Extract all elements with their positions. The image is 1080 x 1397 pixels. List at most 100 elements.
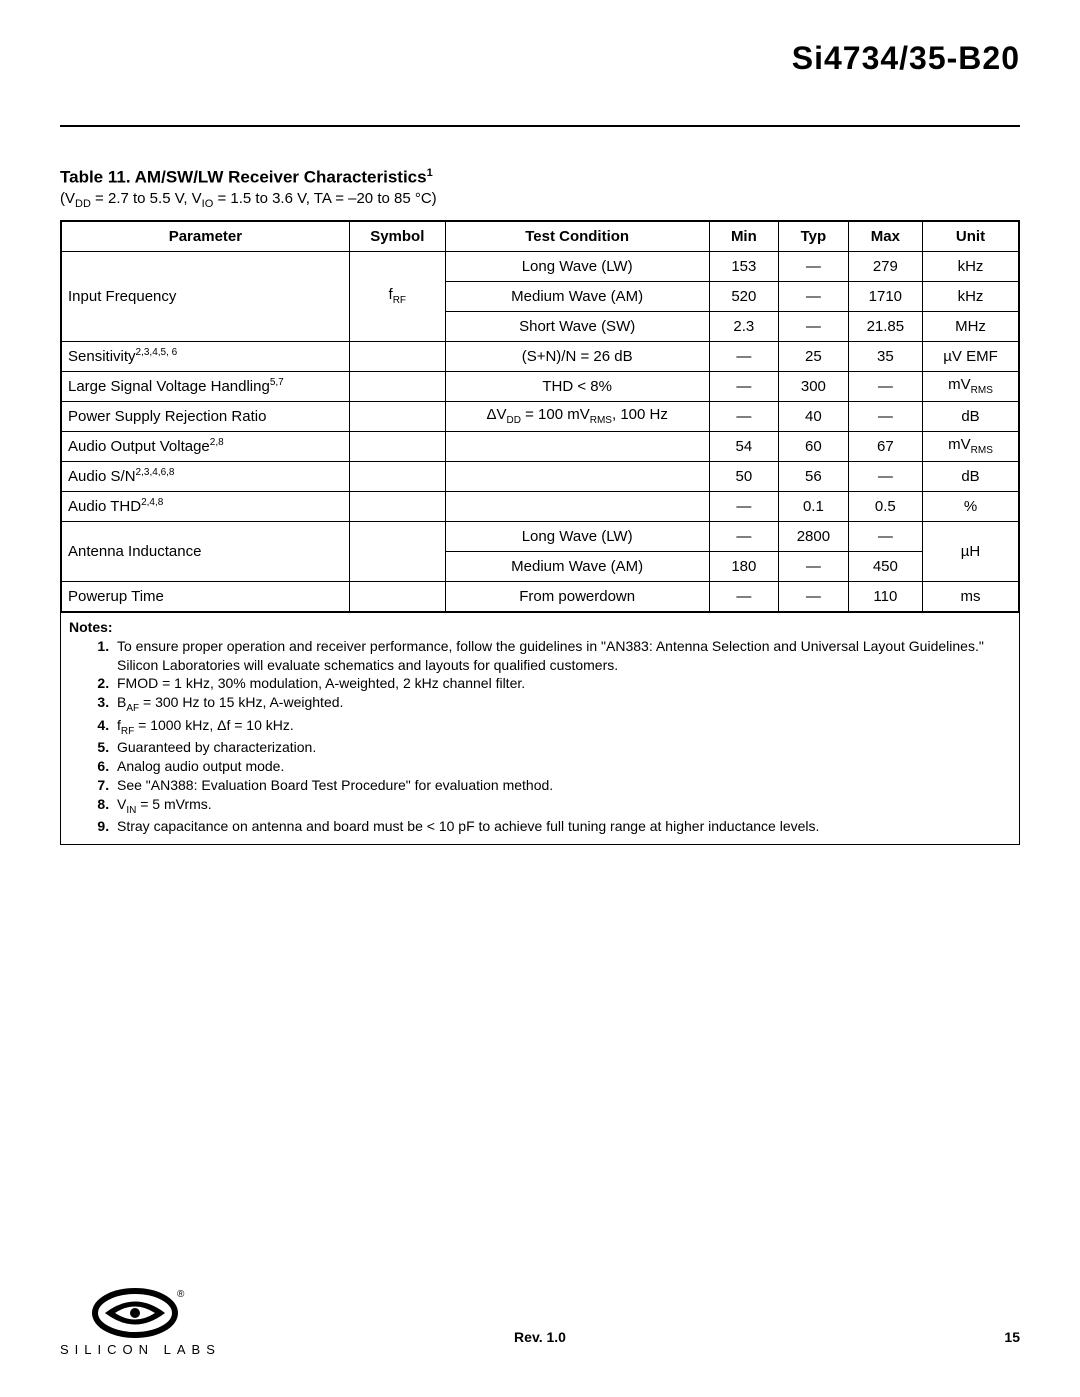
note-item: Stray capacitance on antenna and board m… [113,817,1011,836]
col-unit: Unit [923,221,1019,251]
cell-max: 67 [848,431,922,461]
cell-test-condition: Long Wave (LW) [445,521,709,551]
cell-symbol [349,431,445,461]
cell-symbol [349,341,445,371]
cell-unit: MHz [923,311,1019,341]
table-row: Antenna InductanceLong Wave (LW)—2800—µH [62,521,1019,551]
cell-typ: — [779,251,849,281]
svg-text:®: ® [177,1289,185,1300]
notes-list: To ensure proper operation and receiver … [69,637,1011,836]
cell-min: — [709,521,779,551]
table-row: Audio Output Voltage2,8 546067mVRMS [62,431,1019,461]
cell-symbol: fRF [349,251,445,341]
col-typ: Typ [779,221,849,251]
cell-typ: 56 [779,461,849,491]
cell-min: — [709,581,779,611]
cell-max: 0.5 [848,491,922,521]
cell-parameter: Audio Output Voltage2,8 [62,431,350,461]
cell-unit: mVRMS [923,431,1019,461]
table-row: Input FrequencyfRFLong Wave (LW)153—279k… [62,251,1019,281]
cell-max: 35 [848,341,922,371]
table-row: Audio S/N2,3,4,6,85056—dB [62,461,1019,491]
table-row: Sensitivity2,3,4,5, 6 (S+N)/N = 26 dB—253… [62,341,1019,371]
cell-test-condition: Medium Wave (AM) [445,281,709,311]
cell-min: — [709,491,779,521]
cell-typ: 300 [779,371,849,401]
cell-parameter: Audio THD2,4,8 [62,491,350,521]
cell-test-condition [445,461,709,491]
cell-max: 21.85 [848,311,922,341]
cell-typ: 60 [779,431,849,461]
cell-typ: — [779,551,849,581]
col-max: Max [848,221,922,251]
table-title: Table 11. AM/SW/LW Receiver Characterist… [60,167,1020,188]
cell-parameter: Large Signal Voltage Handling5,7 [62,371,350,401]
cell-symbol [349,401,445,431]
cell-parameter: Power Supply Rejection Ratio [62,401,350,431]
table-row: Power Supply Rejection Ratio ΔVDD = 100 m… [62,401,1019,431]
cell-unit: dB [923,401,1019,431]
cell-min: 50 [709,461,779,491]
cell-typ: — [779,311,849,341]
col-test-condition: Test Condition [445,221,709,251]
cell-typ: 40 [779,401,849,431]
cell-unit: ms [923,581,1019,611]
cell-typ: — [779,281,849,311]
note-item: VIN = 5 mVrms. [113,795,1011,817]
cell-max: 1710 [848,281,922,311]
cell-symbol [349,491,445,521]
note-item: To ensure proper operation and receiver … [113,637,1011,675]
cell-symbol [349,461,445,491]
cell-typ: 2800 [779,521,849,551]
cell-max: — [848,371,922,401]
cell-typ: 0.1 [779,491,849,521]
cell-test-condition: Medium Wave (AM) [445,551,709,581]
cell-max: 279 [848,251,922,281]
cell-unit: % [923,491,1019,521]
cell-unit: kHz [923,251,1019,281]
note-item: BAF = 300 Hz to 15 kHz, A-weighted. [113,693,1011,715]
note-item: fRF = 1000 kHz, Δf = 10 kHz. [113,716,1011,738]
cell-parameter: Antenna Inductance [62,521,350,581]
page-footer: ® SILICON LABS Rev. 1.0 15 [60,1285,1020,1357]
cell-min: — [709,401,779,431]
cell-parameter: Sensitivity2,3,4,5, 6 [62,341,350,371]
cell-test-condition: (S+N)/N = 26 dB [445,341,709,371]
table-title-sup: 1 [427,167,433,179]
cell-test-condition: From powerdown [445,581,709,611]
cell-max: — [848,461,922,491]
footer-rev: Rev. 1.0 [60,1329,1020,1345]
table-title-prefix: Table 11. [60,168,135,187]
table-title-main: AM/SW/LW Receiver Characteristics [135,168,427,187]
cell-test-condition: THD < 8% [445,371,709,401]
note-item: See "AN388: Evaluation Board Test Proced… [113,776,1011,795]
cell-unit: mVRMS [923,371,1019,401]
cell-min: — [709,341,779,371]
cell-unit: µH [923,521,1019,581]
header-rule [60,125,1020,127]
table-outer-border: Parameter Symbol Test Condition Min Typ … [60,220,1020,845]
cell-parameter: Input Frequency [62,251,350,341]
cell-max: — [848,521,922,551]
note-item: Analog audio output mode. [113,757,1011,776]
cell-max: — [848,401,922,431]
cell-symbol [349,521,445,581]
cell-symbol [349,581,445,611]
cell-unit: µV EMF [923,341,1019,371]
document-title: Si4734/35-B20 [60,40,1020,85]
cell-min: 2.3 [709,311,779,341]
cell-unit: dB [923,461,1019,491]
table-row: Large Signal Voltage Handling5,7 THD < 8%… [62,371,1019,401]
cell-min: 54 [709,431,779,461]
note-item: Guaranteed by characterization. [113,738,1011,757]
col-parameter: Parameter [62,221,350,251]
cell-typ: 25 [779,341,849,371]
cell-typ: — [779,581,849,611]
cell-test-condition: ΔVDD = 100 mVRMS, 100 Hz [445,401,709,431]
cell-parameter: Powerup Time [62,581,350,611]
cell-test-condition: Long Wave (LW) [445,251,709,281]
col-min: Min [709,221,779,251]
table-header-row: Parameter Symbol Test Condition Min Typ … [62,221,1019,251]
cell-test-condition: Short Wave (SW) [445,311,709,341]
note-item: FMOD = 1 kHz, 30% modulation, A-weighted… [113,674,1011,693]
